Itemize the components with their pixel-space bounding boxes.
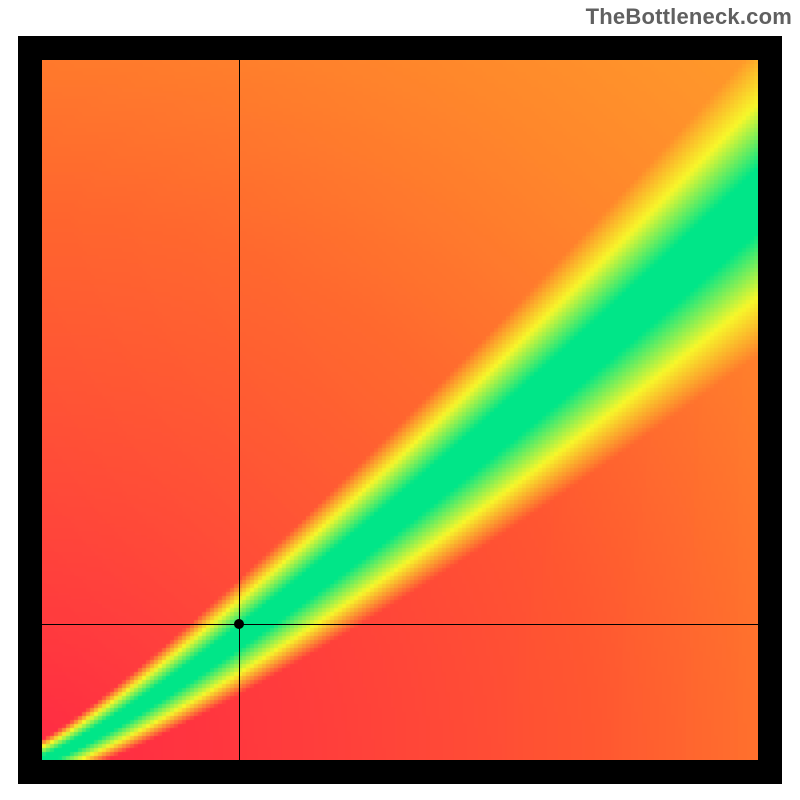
chart-outer-frame [18,36,782,784]
crosshair-dot [234,619,244,629]
heatmap-canvas [42,60,758,760]
crosshair-horizontal [42,624,758,625]
heatmap-plot-area [42,60,758,760]
chart-container: TheBottleneck.com [0,0,800,800]
watermark-text: TheBottleneck.com [586,4,792,30]
crosshair-vertical [239,60,240,760]
